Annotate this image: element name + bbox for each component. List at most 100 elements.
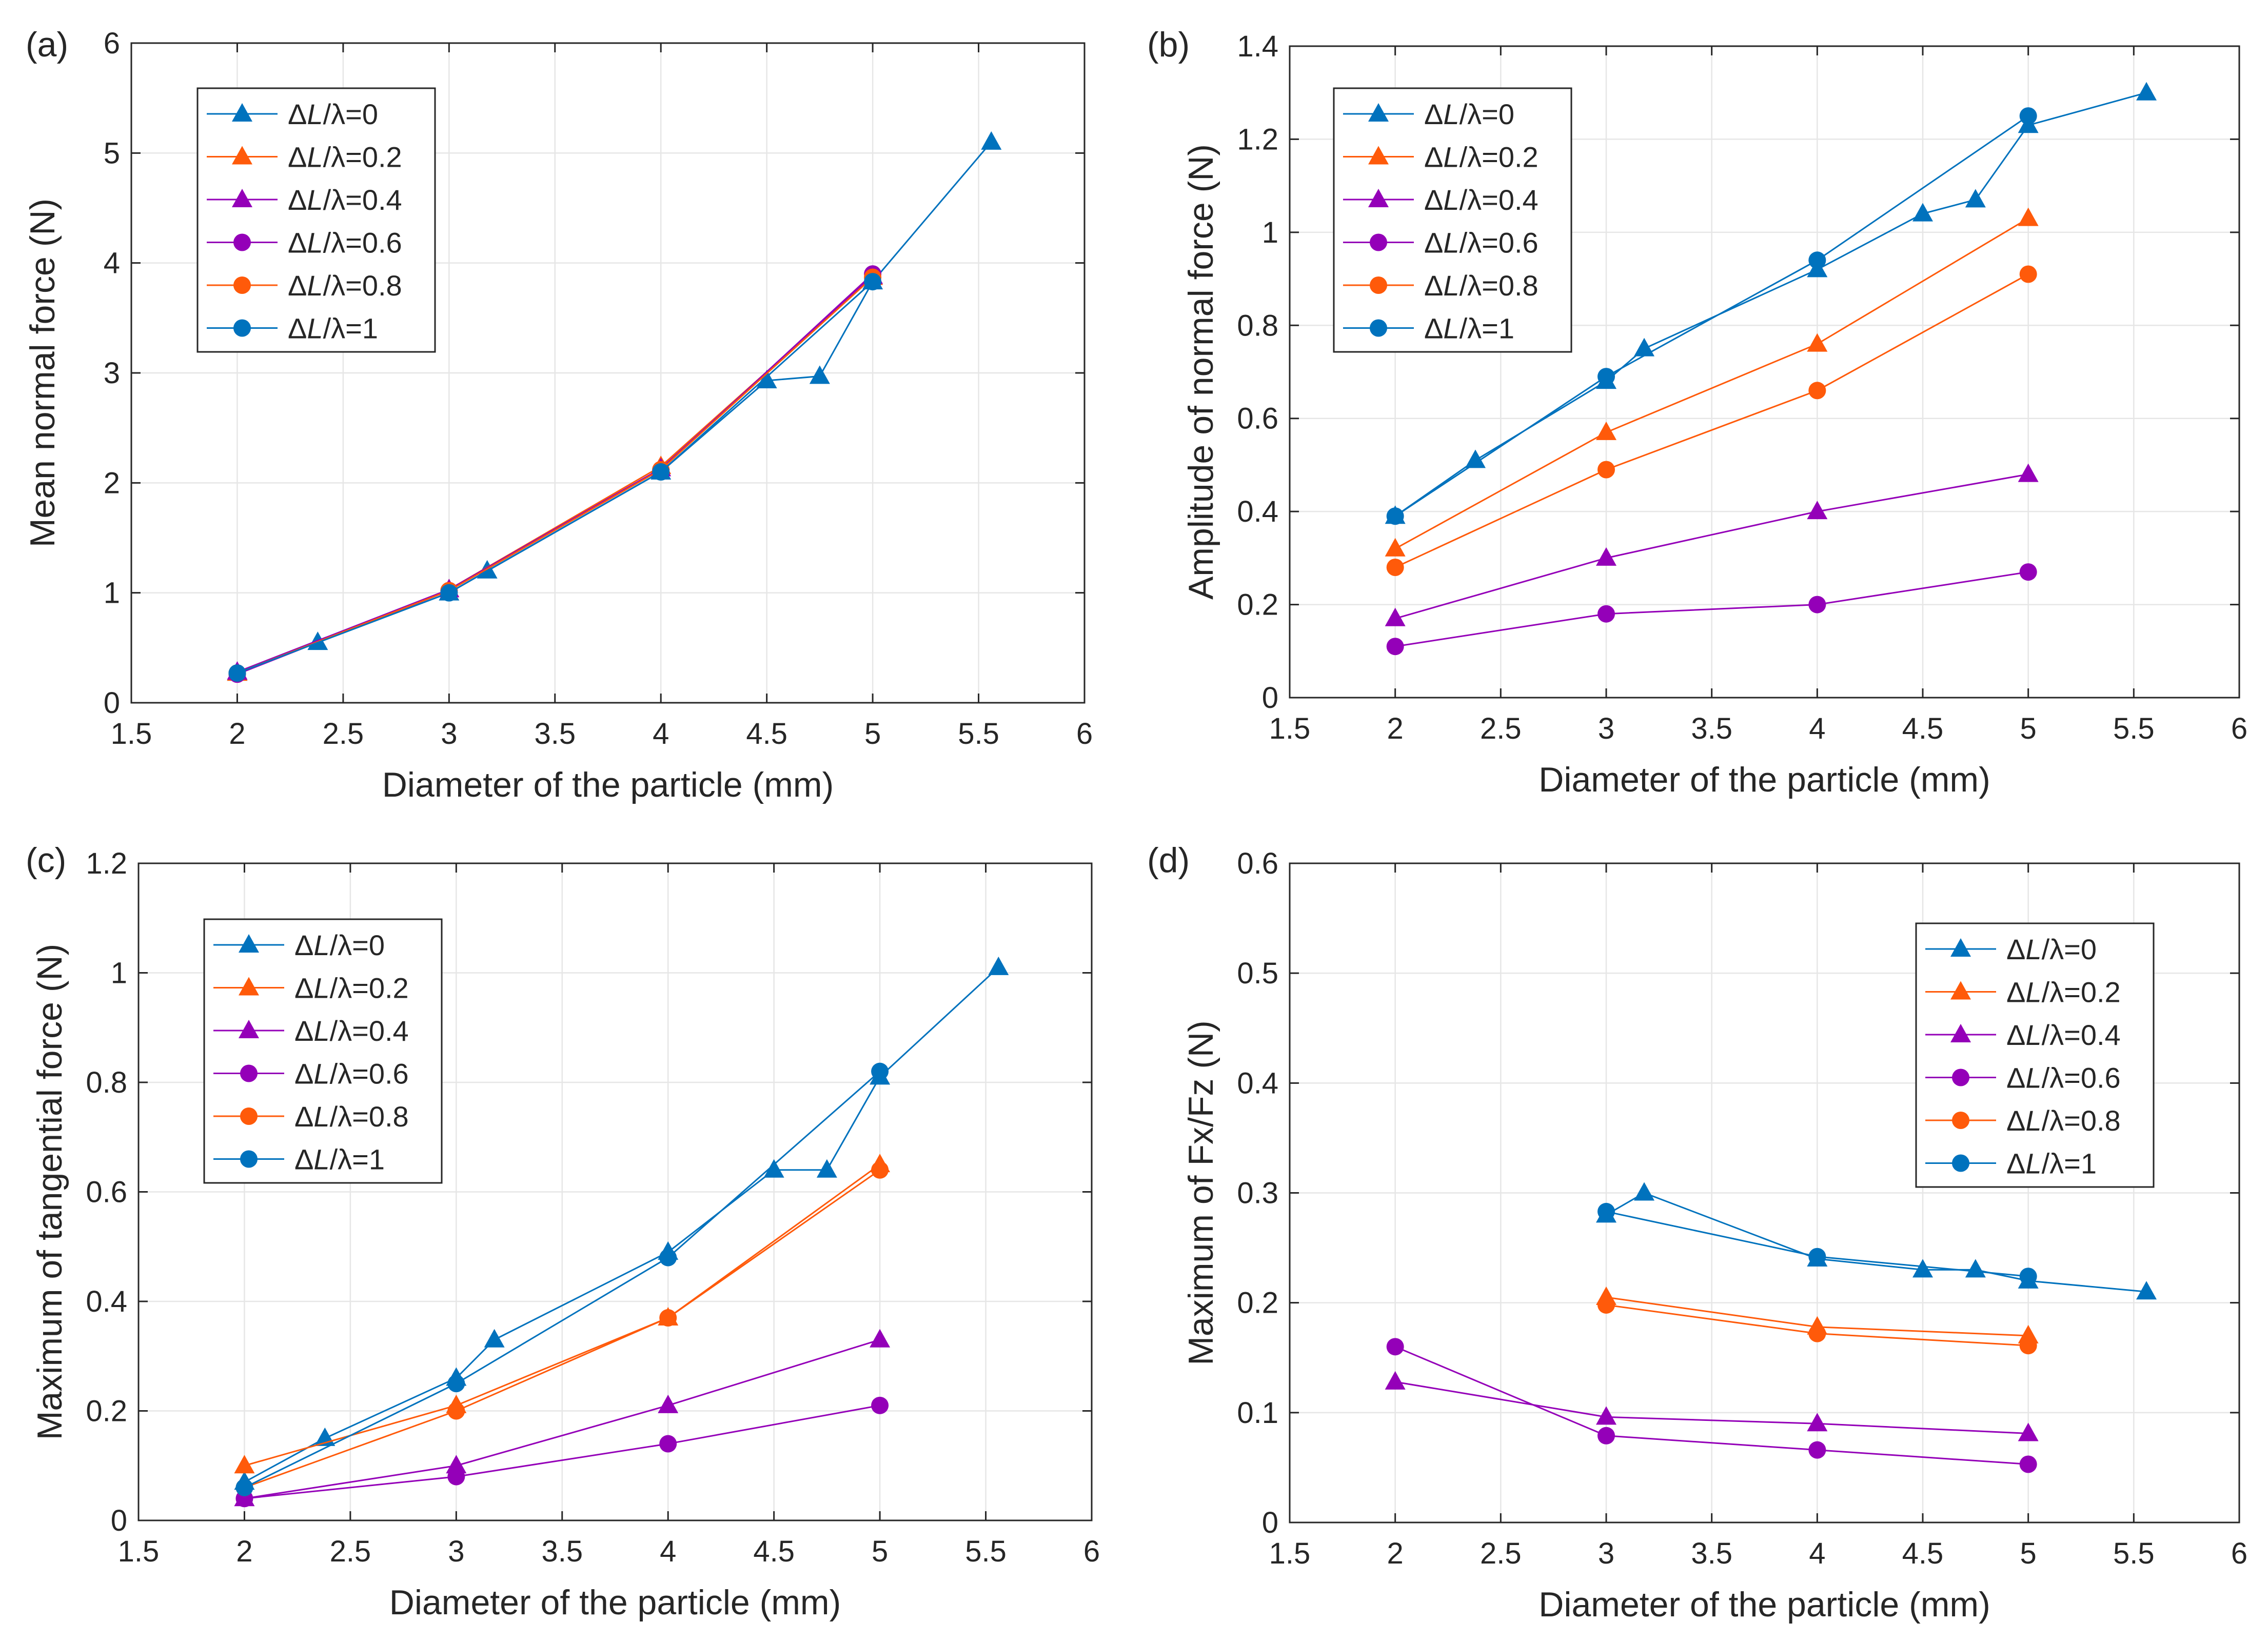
x-tick-label: 1.5 (111, 717, 152, 750)
series-3 (1386, 1338, 2037, 1473)
x-tick-label: 4 (660, 1535, 676, 1568)
y-tick-label: 3 (104, 357, 120, 390)
x-tick-label: 4 (653, 717, 669, 750)
data-point (2018, 207, 2039, 226)
x-tick-label: 4.5 (753, 1535, 795, 1568)
x-tick-label: 4 (1809, 712, 1825, 745)
data-point (809, 365, 830, 384)
y-axis-label: Amplitude of normal force (N) (1181, 144, 1220, 600)
series-5 (235, 1062, 889, 1496)
legend-label: ΔL/λ=0.6 (288, 227, 402, 259)
data-point (659, 1309, 677, 1327)
panel-a: 1.5 2 2.5 3 3.5 4 4.5 5 5.5 6 0 1 2 3 4 5 6 Diameter of t… (23, 25, 1093, 804)
legend-box (1333, 87, 1572, 353)
y-tick-label: 0.2 (1237, 588, 1278, 622)
panel-label: (c) (26, 841, 66, 880)
data-point (816, 1159, 837, 1178)
legend-label: ΔL/λ=0.6 (2006, 1062, 2121, 1094)
series-line (1395, 1381, 2028, 1435)
series-line (1395, 571, 2028, 647)
y-tick-label: 0.2 (1237, 1287, 1278, 1320)
panel-label: (d) (1147, 841, 1190, 880)
x-tick-label: 2 (1387, 712, 1404, 745)
series-1 (1385, 207, 2039, 557)
x-tick-label: 5.5 (958, 717, 999, 750)
legend-label: ΔL/λ=0.4 (2006, 1019, 2121, 1051)
legend-label: ΔL/λ=0 (294, 929, 385, 961)
data-point (1807, 1413, 1828, 1432)
series-line (1395, 1346, 2028, 1465)
panel-c: 1.5 2 2.5 3 3.5 4 4.5 5 5.5 6 0 0.2 0.4 0.6 0.8 1 1.2 Dia… (26, 841, 1100, 1622)
data-point (1808, 1248, 1826, 1265)
data-point (446, 1455, 467, 1474)
series-5 (1386, 107, 2037, 525)
data-point (2019, 1337, 2037, 1355)
y-tick-label: 0 (104, 686, 120, 720)
legend-entry: ΔL/λ=1 (213, 1143, 385, 1176)
data-point (871, 1161, 889, 1179)
legend-marker (1950, 981, 1971, 1000)
legend-marker (232, 146, 252, 165)
y-tick-label: 0.8 (1237, 309, 1278, 342)
data-point (440, 584, 458, 602)
legend-entry: ΔL/λ=1 (1925, 1148, 2097, 1180)
data-point (1598, 368, 1615, 386)
data-point (1807, 501, 1828, 520)
legend-marker (1952, 1112, 1969, 1129)
legend-marker (1952, 1069, 1969, 1086)
x-tick-label: 2 (229, 717, 245, 750)
legend-marker (232, 189, 252, 207)
x-tick-label: 5.5 (2113, 1537, 2155, 1570)
data-point (1465, 449, 1486, 468)
data-point (1385, 607, 1406, 626)
x-tick-label: 3 (448, 1535, 464, 1568)
x-tick-label: 2 (236, 1535, 252, 1568)
legend-marker (239, 977, 259, 996)
series-2 (1385, 463, 2039, 626)
y-tick-label: 0.1 (1237, 1396, 1278, 1430)
data-point (652, 463, 670, 481)
data-point (235, 1478, 253, 1496)
legend-entry: ΔL/λ=0.2 (207, 141, 402, 173)
x-tick-label: 2.5 (1480, 1537, 1522, 1570)
x-tick-label: 2 (1387, 1537, 1404, 1570)
legend-entry: ΔL/λ=1 (207, 312, 378, 345)
data-point (1596, 547, 1616, 566)
y-tick-label: 0.6 (1237, 847, 1278, 880)
y-tick-label: 5 (104, 136, 120, 170)
data-point (2019, 1455, 2037, 1473)
data-point (864, 273, 882, 291)
data-point (2136, 1281, 2157, 1300)
series-line (1394, 115, 2029, 517)
legend-marker (1370, 319, 1387, 337)
axes-box (1289, 45, 2240, 699)
series-4 (1598, 1296, 2037, 1355)
data-point (871, 1396, 889, 1414)
legend-entry: ΔL/λ=0.8 (1343, 269, 1539, 302)
x-axis-label: Diameter of the particle (mm) (1539, 1585, 1990, 1624)
legend-marker (1950, 938, 1971, 957)
legend-box (196, 87, 436, 353)
data-point (1596, 1406, 1616, 1425)
x-tick-label: 1.5 (1269, 1537, 1311, 1570)
data-point (1807, 333, 1828, 352)
series-4 (1386, 265, 2037, 576)
legend-entry: ΔL/λ=1 (1343, 312, 1514, 345)
x-tick-label: 5 (2020, 712, 2037, 745)
x-axis-label: Diameter of the particle (mm) (1539, 760, 1990, 799)
data-point (870, 1329, 891, 1348)
panel-label: (b) (1147, 25, 1190, 64)
data-point (228, 664, 246, 682)
legend-entry: ΔL/λ=0 (1925, 933, 2097, 965)
data-point (1385, 538, 1406, 557)
data-point (1808, 1441, 1826, 1459)
panel-label: (a) (26, 25, 68, 64)
x-tick-label: 1.5 (1269, 712, 1311, 745)
legend-label: ΔL/λ=0.2 (294, 972, 409, 1004)
legend-marker (239, 1020, 259, 1038)
data-point (234, 1455, 255, 1474)
legend-label: ΔL/λ=0.6 (1424, 227, 1539, 259)
x-tick-label: 3.5 (1691, 712, 1732, 745)
legend-marker (240, 1064, 258, 1082)
